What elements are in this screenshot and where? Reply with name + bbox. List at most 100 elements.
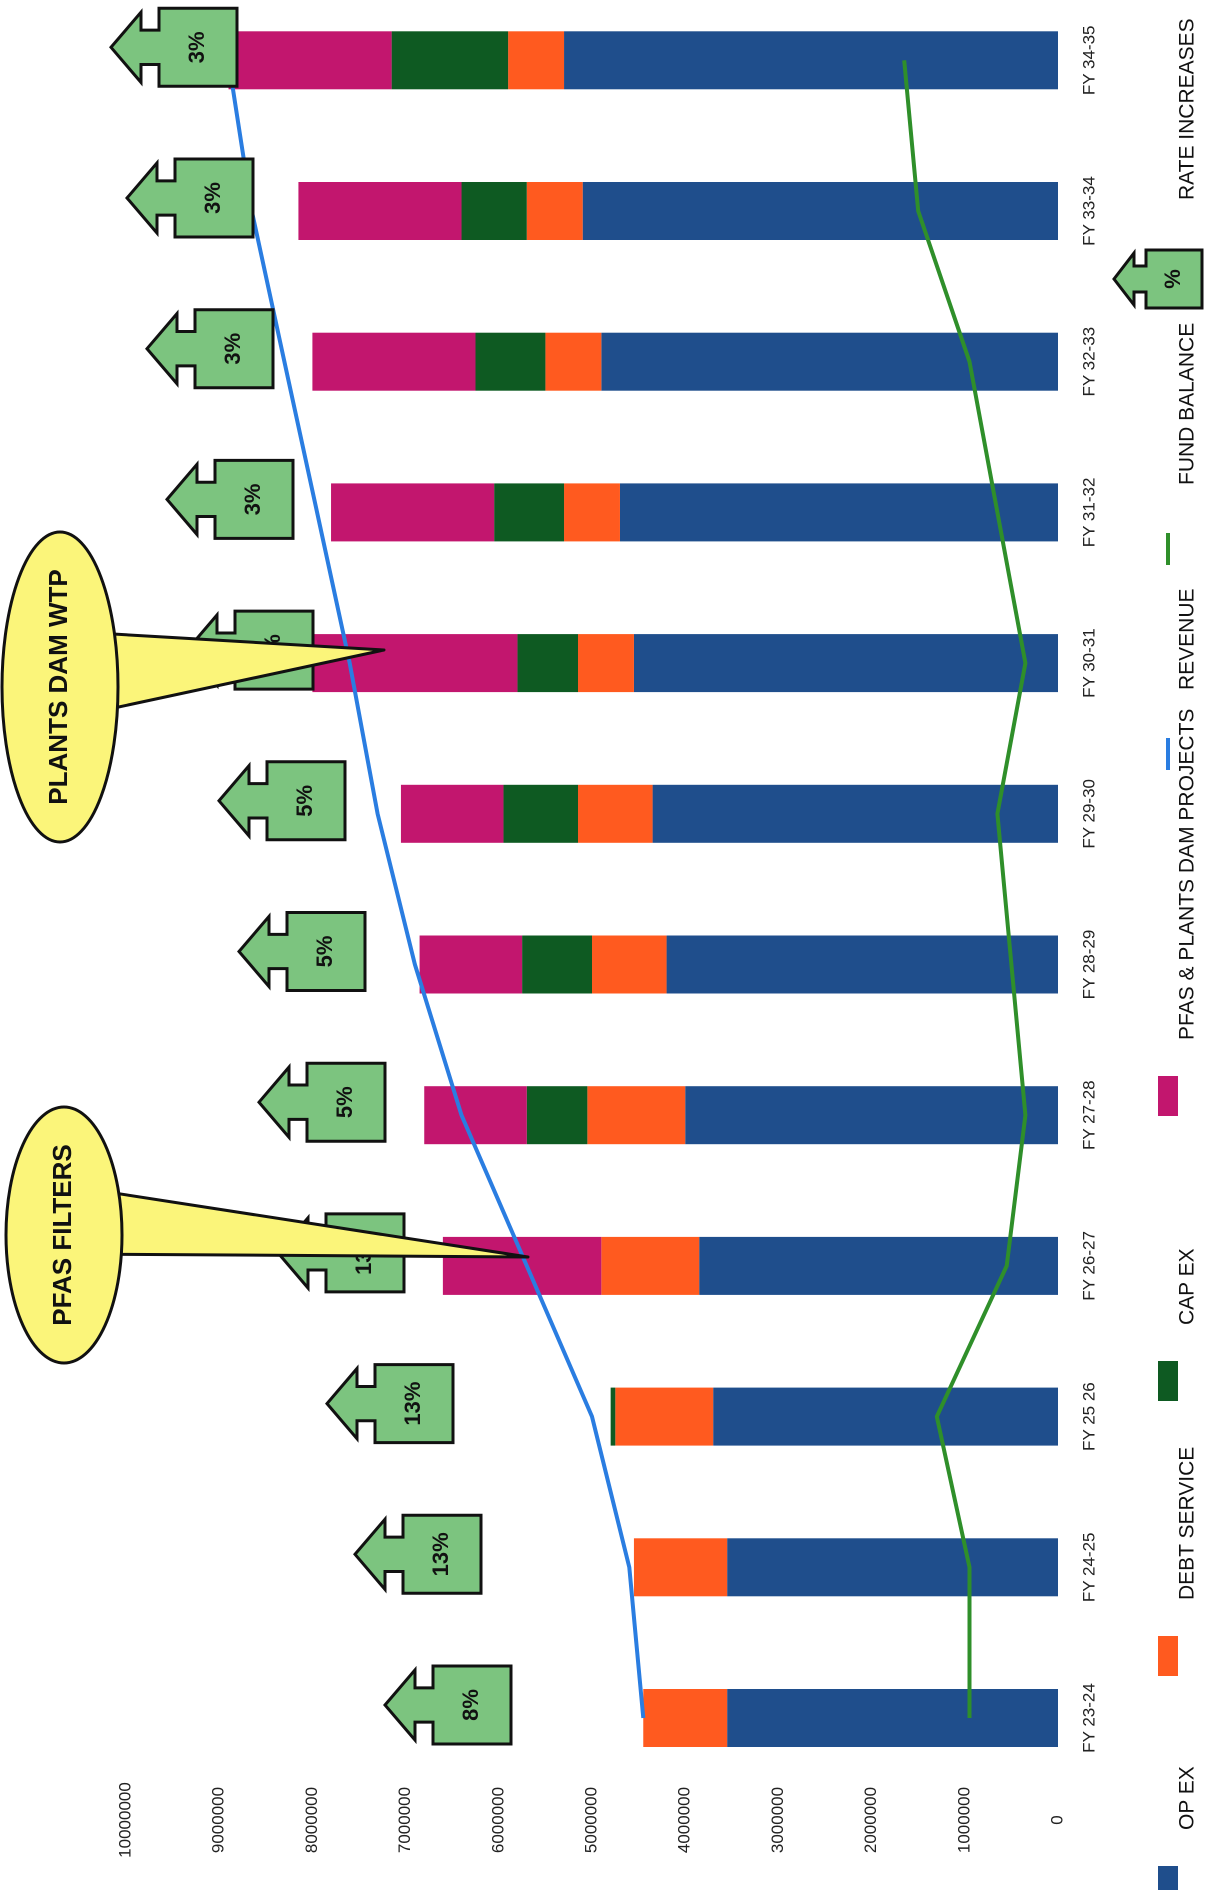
bar-pfas-plants-dam-projects-10 (298, 182, 462, 240)
tick-label-8: 8000000 (302, 1787, 321, 1853)
rate-badge-5: 5% (237, 911, 367, 992)
rate-badge-1: 13% (353, 1513, 483, 1595)
rate-badge-11: 3% (109, 6, 239, 88)
line-fund-balance (902, 60, 1028, 1718)
bar-debt-service-7 (578, 634, 634, 693)
legend-item-rate-increases: % RATE INCREASES (1112, 18, 1204, 310)
callout-plants-dam-wtp: PLANTS DAM WTP (0, 530, 386, 844)
legend-label-6: RATE INCREASES (1176, 18, 1199, 200)
legend-swatch-2 (1158, 1361, 1178, 1401)
rate-badge-5-label: 5% (312, 936, 337, 968)
bar-op-ex-3 (699, 1236, 1058, 1295)
category-label-3: FY 26-27 (1079, 1231, 1098, 1301)
bar-debt-service-5 (592, 935, 667, 994)
category-label-5: FY 28-29 (1079, 930, 1098, 1000)
rate-badge-2-label: 13% (400, 1382, 425, 1426)
legend-label-5: FUND BALANCE (1176, 323, 1199, 485)
bars-layer (228, 31, 1058, 1747)
bar-debt-service-0 (643, 1689, 728, 1747)
legend-label-2: CAP EX (1176, 1248, 1199, 1325)
rate-badge-2: 13% (325, 1363, 455, 1445)
legend-item-revenue: REVENUE (1166, 588, 1199, 770)
bar-pfas-plants-dam-projects-5 (419, 935, 523, 994)
bar-debt-service-6 (578, 784, 653, 843)
rate-badge-8-shape (165, 458, 295, 540)
bar-pfas-plants-dam-projects-9 (312, 332, 476, 391)
rate-badge-8: 3% (165, 458, 295, 540)
legend-item-fund-balance: FUND BALANCE (1166, 323, 1199, 565)
category-label-10: FY 33-34 (1079, 176, 1098, 246)
bar-pfas-plants-dam-projects-8 (331, 483, 495, 542)
legend-item-cap-ex: CAP EX (1158, 1248, 1199, 1401)
bar-pfas-plants-dam-projects-6 (400, 784, 504, 843)
tick-label-5: 5000000 (581, 1787, 600, 1853)
bar-op-ex-6 (652, 784, 1058, 843)
rate-badge-0-label: 8% (458, 1689, 483, 1721)
bar-op-ex-0 (727, 1689, 1058, 1747)
bar-op-ex-4 (685, 1086, 1058, 1145)
bar-cap-ex-5 (522, 935, 592, 994)
rate-badge-9-shape (145, 308, 275, 390)
bar-op-ex-2 (713, 1387, 1058, 1446)
bar-cap-ex-10 (461, 182, 527, 240)
bar-debt-service-4 (587, 1086, 686, 1145)
bar-op-ex-10 (582, 182, 1058, 240)
callout-pfas-filters-label: PFAS FILTERS (47, 1144, 77, 1326)
rate-badge-6: 5% (217, 760, 347, 842)
legend-badge-icon (1112, 248, 1204, 310)
bar-op-ex-7 (633, 634, 1058, 693)
legend-badge-symbol: % (1160, 269, 1185, 289)
legend-layer: OP EX DEBT SERVICE CAP EX PFAS & PLANTS DAM… (1112, 18, 1204, 1890)
rate-badge-11-label: 3% (184, 31, 209, 63)
category-label-2: FY 25 26 (1079, 1382, 1098, 1451)
callout-pfas-filters-bubble (4, 1105, 124, 1365)
legend-swatch-0 (1158, 1866, 1178, 1890)
callout-plants-dam-wtp-label: PLANTS DAM WTP (43, 569, 73, 804)
rate-badge-9-label: 3% (220, 333, 245, 365)
callouts-layer: PFAS FILTERS PLANTS DAM WTP (0, 530, 530, 1365)
tick-label-3: 3000000 (768, 1787, 787, 1853)
bar-debt-service-11 (508, 31, 565, 90)
legend-item-debt-service: DEBT SERVICE (1158, 1447, 1199, 1676)
callout-plants-dam-wtp-bubble (0, 530, 120, 844)
legend-label-0: OP EX (1176, 1766, 1199, 1830)
rate-badge-5-shape (237, 911, 367, 992)
category-label-7: FY 30-31 (1079, 628, 1098, 698)
tick-label-0: 0 (1047, 1815, 1066, 1824)
rate-badge-11-shape (109, 6, 239, 88)
bar-pfas-plants-dam-projects-4 (424, 1086, 527, 1145)
tick-label-6: 6000000 (488, 1787, 507, 1853)
category-label-9: FY 32-33 (1079, 327, 1098, 397)
callout-pfas-filters-pointer (94, 1188, 530, 1259)
axis-layer: 0 1000000 2000000 3000000 4000000 5000000 6000… (115, 1782, 1066, 1858)
bar-op-ex-1 (727, 1538, 1058, 1597)
bar-debt-service-8 (564, 483, 620, 542)
rate-badge-9: 3% (145, 308, 275, 390)
rate-badges-layer: 8%13%13%13%5%5%5%5%3%3%3%3% (109, 6, 513, 1746)
tick-label-10: 10000000 (115, 1782, 134, 1858)
rate-badge-10: 3% (125, 157, 255, 239)
callout-pfas-filters: PFAS FILTERS (4, 1105, 530, 1365)
rate-badge-1-shape (353, 1513, 483, 1595)
bar-cap-ex-2 (610, 1387, 616, 1446)
legend-item-pfas-plants-dam-projects: PFAS & PLANTS DAM PROJECTS (1158, 709, 1199, 1116)
bar-cap-ex-6 (503, 784, 579, 843)
category-label-6: FY 29-30 (1079, 779, 1098, 849)
bar-op-ex-11 (564, 31, 1058, 90)
bar-cap-ex-9 (475, 332, 546, 391)
bar-debt-service-3 (601, 1236, 700, 1295)
bar-cap-ex-7 (517, 634, 579, 693)
bar-op-ex-9 (601, 332, 1058, 391)
rate-badge-6-label: 5% (292, 785, 317, 817)
rate-badge-10-label: 3% (200, 182, 225, 214)
tick-label-9: 9000000 (209, 1787, 228, 1853)
legend-swatch-1 (1158, 1636, 1178, 1676)
rate-badge-0: 8% (383, 1664, 513, 1746)
legend-label-3: PFAS & PLANTS DAM PROJECTS (1176, 709, 1199, 1040)
legend-label-1: DEBT SERVICE (1176, 1447, 1199, 1600)
bar-cap-ex-8 (494, 483, 565, 542)
callout-plants-dam-wtp-seam (89, 640, 113, 706)
legend-item-op-ex: OP EX (1158, 1766, 1199, 1890)
bar-pfas-plants-dam-projects-3 (442, 1236, 602, 1295)
